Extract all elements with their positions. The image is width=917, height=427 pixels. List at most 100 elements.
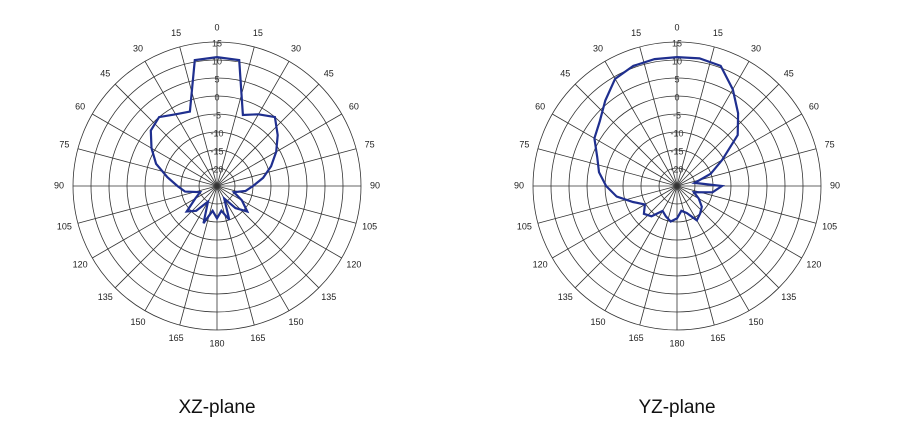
theta-tick-label: 165 xyxy=(710,333,725,343)
grid-spoke xyxy=(216,83,320,187)
theta-tick-label: 75 xyxy=(365,139,375,149)
grid-spoke xyxy=(114,83,218,187)
theta-tick-label: 60 xyxy=(349,101,359,111)
theta-tick-label: 120 xyxy=(533,259,548,269)
theta-tick-label: 150 xyxy=(130,317,145,327)
theta-tick-label: 165 xyxy=(629,333,644,343)
theta-tick-label: 90 xyxy=(514,180,524,190)
r-tick-label: 0 xyxy=(674,92,679,102)
theta-tick-label: 15 xyxy=(171,28,181,38)
grid-spoke xyxy=(179,185,218,326)
pattern-line xyxy=(149,55,279,224)
grid-spoke xyxy=(676,185,780,289)
grid-spoke xyxy=(639,185,678,326)
grid-spoke xyxy=(92,185,218,259)
pattern-line xyxy=(593,55,740,223)
theta-tick-label: 135 xyxy=(321,292,336,302)
theta-tick-label: 60 xyxy=(809,101,819,111)
theta-tick-label: 150 xyxy=(590,317,605,327)
grid-spoke xyxy=(676,185,715,326)
grid-spoke xyxy=(537,148,678,187)
theta-tick-label: 120 xyxy=(806,259,821,269)
r-tick-label: 15 xyxy=(672,38,682,48)
theta-tick-label: 30 xyxy=(593,44,603,54)
r-tick-label: -10 xyxy=(670,128,683,138)
r-tick-label: 10 xyxy=(212,56,222,66)
theta-tick-label: 105 xyxy=(822,221,837,231)
theta-tick-label: 45 xyxy=(784,69,794,79)
theta-tick-label: 15 xyxy=(713,28,723,38)
theta-tick-label: 45 xyxy=(100,69,110,79)
theta-tick-label: 150 xyxy=(748,317,763,327)
chart-title: XZ-plane xyxy=(178,397,255,418)
grid-spoke xyxy=(676,61,750,187)
theta-tick-label: 180 xyxy=(209,338,224,348)
grid-spoke xyxy=(216,185,320,289)
theta-tick-label: 75 xyxy=(59,139,69,149)
theta-tick-label: 135 xyxy=(781,292,796,302)
r-tick-label: 5 xyxy=(674,74,679,84)
grid-spoke xyxy=(552,185,678,259)
r-tick-label: 10 xyxy=(672,56,682,66)
grid-spoke xyxy=(216,185,290,311)
grid-spoke xyxy=(216,185,255,326)
grid-spoke xyxy=(574,83,678,187)
grid-spoke xyxy=(144,185,218,311)
grid-spoke xyxy=(216,61,290,187)
theta-tick-label: 105 xyxy=(362,221,377,231)
theta-tick-label: 120 xyxy=(73,259,88,269)
r-tick-label: -15 xyxy=(210,146,223,156)
grid-spoke xyxy=(216,113,342,187)
theta-tick-label: 15 xyxy=(631,28,641,38)
r-tick-label: 0 xyxy=(214,92,219,102)
theta-tick-label: 135 xyxy=(98,292,113,302)
r-tick-label: -15 xyxy=(670,146,683,156)
theta-tick-label: 90 xyxy=(370,180,380,190)
grid-spoke xyxy=(676,83,780,187)
theta-tick-label: 45 xyxy=(324,69,334,79)
grid-spoke xyxy=(574,185,678,289)
r-tick-label: -5 xyxy=(213,110,221,120)
r-tick-label: -20 xyxy=(210,164,223,174)
grid-spoke xyxy=(676,185,802,259)
theta-tick-label: 0 xyxy=(674,22,679,32)
grid-spoke xyxy=(537,185,678,224)
theta-tick-label: 165 xyxy=(169,333,184,343)
theta-tick-label: 0 xyxy=(214,22,219,32)
theta-tick-label: 135 xyxy=(558,292,573,302)
r-tick-label: -20 xyxy=(670,164,683,174)
theta-tick-label: 90 xyxy=(830,180,840,190)
grid-spoke xyxy=(676,46,715,187)
grid-spoke xyxy=(552,113,678,187)
theta-tick-label: 165 xyxy=(250,333,265,343)
grid-spoke xyxy=(179,46,218,187)
grid-spoke xyxy=(77,148,218,187)
theta-tick-label: 90 xyxy=(54,180,64,190)
theta-tick-label: 105 xyxy=(57,221,72,231)
theta-tick-label: 30 xyxy=(291,44,301,54)
chart-title: YZ-plane xyxy=(638,397,715,418)
grid-spoke xyxy=(114,185,218,289)
r-tick-label: 15 xyxy=(212,38,222,48)
theta-tick-label: 180 xyxy=(669,338,684,348)
grid-spoke xyxy=(92,113,218,187)
grid-spoke xyxy=(604,185,678,311)
grid-spoke xyxy=(216,185,342,259)
theta-tick-label: 120 xyxy=(346,259,361,269)
grid-spoke xyxy=(604,61,678,187)
theta-tick-label: 45 xyxy=(560,69,570,79)
grid-spoke xyxy=(639,46,678,187)
theta-tick-label: 30 xyxy=(751,44,761,54)
theta-tick-label: 60 xyxy=(535,101,545,111)
theta-tick-label: 150 xyxy=(288,317,303,327)
grid-spoke xyxy=(216,148,357,187)
grid-spoke xyxy=(216,46,255,187)
theta-tick-label: 75 xyxy=(519,139,529,149)
theta-tick-label: 30 xyxy=(133,44,143,54)
r-tick-label: -5 xyxy=(673,110,681,120)
theta-tick-label: 75 xyxy=(825,139,835,149)
grid-spoke xyxy=(144,61,218,187)
r-tick-label: -10 xyxy=(210,128,223,138)
grid-spoke xyxy=(676,185,750,311)
